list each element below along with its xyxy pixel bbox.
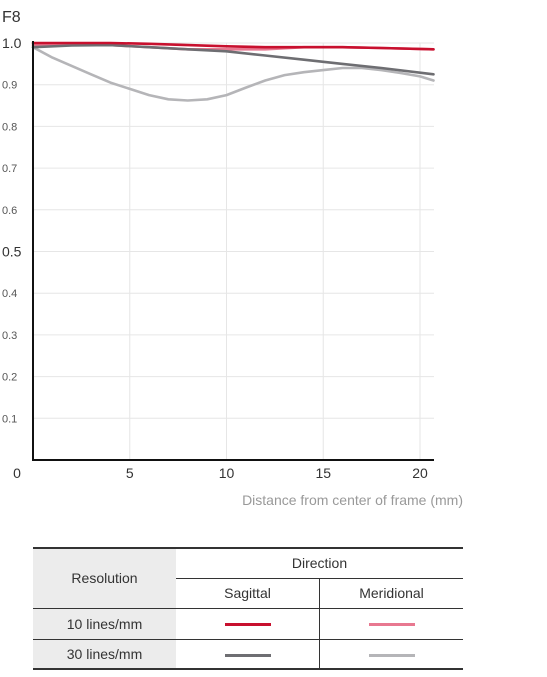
sagittal-header: Sagittal — [176, 578, 320, 609]
axes — [32, 41, 434, 461]
y-tick-label: 0.2 — [2, 372, 17, 384]
y-tick-label: 0.3 — [2, 330, 17, 342]
meridional-header: Meridional — [319, 578, 463, 609]
row-label-30lpmm: 30 lines/mm — [33, 639, 176, 670]
swatch-cell — [319, 639, 463, 670]
swatch-10-sagittal — [224, 623, 271, 627]
legend-table: Resolution Direction Sagittal Meridional… — [33, 547, 463, 670]
swatch-cell — [319, 608, 463, 640]
y-tick-label: 0.7 — [2, 163, 17, 175]
y-tick-labels: 0.1 0.2 0.3 0.4 0.5 0.6 0.7 0.8 0.9 1.0 — [2, 35, 22, 425]
series-line-3 — [31, 45, 435, 102]
swatch-cell — [176, 639, 320, 670]
y-tick-label: 1.0 — [2, 35, 22, 51]
series-line-0 — [31, 41, 435, 51]
table-row: 10 lines/mm — [33, 608, 463, 640]
y-tick-label: 0.8 — [2, 121, 17, 133]
y-tick-label: 0.5 — [2, 244, 22, 260]
y-tick-label: 0.6 — [2, 205, 17, 217]
series-line-2 — [31, 43, 435, 76]
y-tick-label: 0.1 — [2, 413, 17, 425]
x-tick-label: 15 — [315, 465, 331, 481]
swatch-cell — [176, 608, 320, 640]
swatch-30-sagittal — [224, 653, 271, 657]
swatch-30-meridional — [368, 653, 415, 657]
row-label-10lpmm: 10 lines/mm — [33, 608, 176, 640]
swatch-10-meridional — [368, 623, 415, 627]
table-row: 30 lines/mm — [33, 639, 463, 670]
x-tick-label: 20 — [412, 465, 428, 481]
chart-title: F8 — [2, 9, 21, 26]
x-tick-label: 5 — [126, 465, 134, 481]
series-layer — [31, 41, 435, 102]
grid — [33, 42, 434, 460]
x-axis-label: Distance from center of frame (mm) — [242, 492, 463, 508]
y-tick-label: 0.4 — [2, 288, 17, 300]
y-tick-label: 0.9 — [2, 80, 17, 92]
x-tick-labels: 0 5 10 15 20 — [13, 465, 428, 481]
x-tick-label: 0 — [13, 465, 21, 481]
x-tick-label: 10 — [219, 465, 235, 481]
direction-header: Direction — [176, 547, 463, 579]
mtf-chart: F8 0.1 0.2 0.3 0.4 0.5 0.6 0.7 0.8 0.9 1.0 0 5 10 15… — [2, 9, 463, 508]
resolution-header: Resolution — [33, 547, 176, 609]
